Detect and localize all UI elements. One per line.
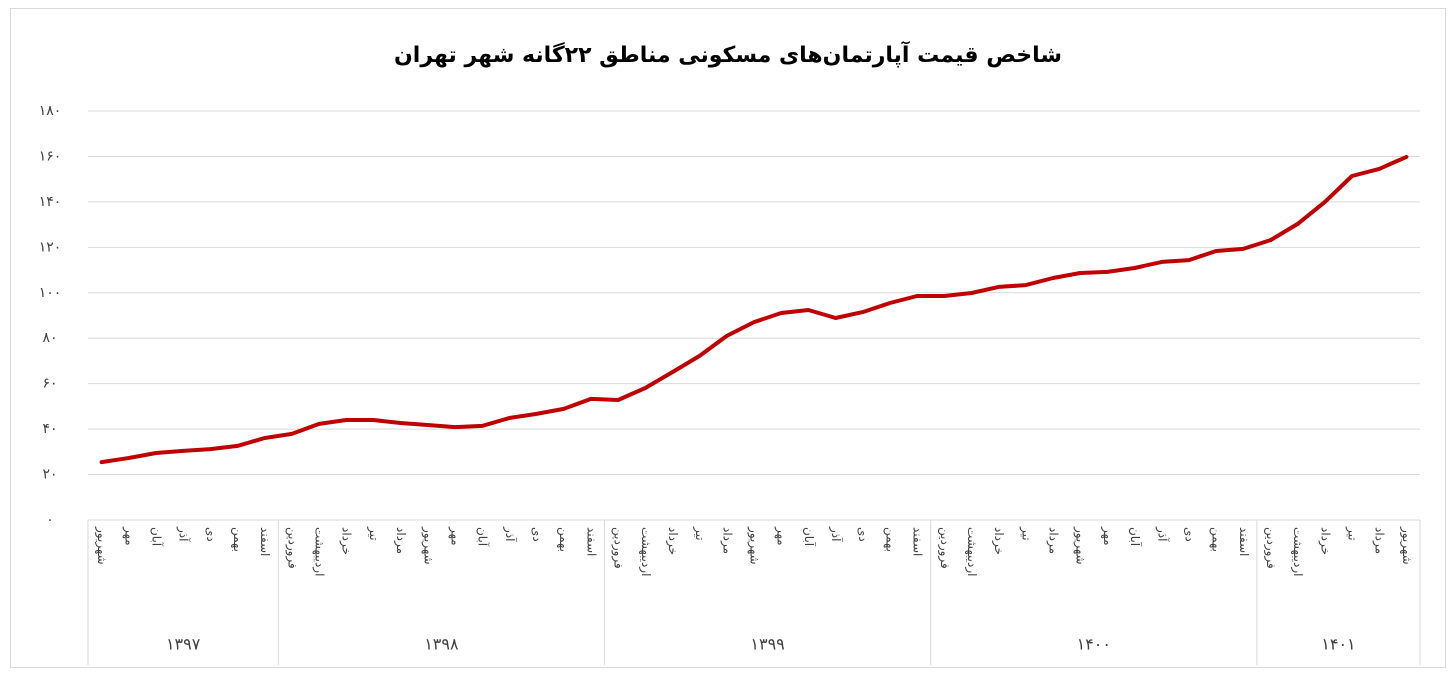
x-tick-label: اردیبهشت [638, 527, 653, 576]
y-tick-label: ۸۰ [42, 330, 57, 346]
y-tick-label: ۴۰ [42, 421, 57, 437]
x-tick-label: مرداد [1046, 527, 1061, 554]
group-label: ۱۳۹۹ [750, 635, 784, 654]
x-tick-label: مرداد [393, 527, 408, 554]
x-tick-label: دی [1182, 527, 1196, 542]
x-tick-label: تیر [1018, 526, 1033, 541]
x-tick-label: مرداد [1372, 527, 1387, 554]
x-tick-label: آبان [476, 527, 491, 547]
group-label: ۱۴۰۱ [1321, 635, 1355, 654]
x-tick-label: اسفند [258, 527, 272, 556]
x-tick-label: اردیبهشت [964, 527, 979, 576]
x-tick-label: مهر [774, 526, 789, 546]
x-tick-label: خرداد [991, 527, 1006, 555]
x-tick-label: دی [856, 527, 870, 542]
y-tick-label: ۱۸۰ [39, 103, 62, 119]
x-tick-label: مهر [1100, 526, 1115, 546]
x-tick-label: خرداد [665, 527, 680, 555]
x-tick-label: اسفند [584, 527, 598, 556]
x-tick-label: مهر [121, 526, 136, 546]
y-tick-label: ۰ [46, 512, 54, 528]
y-tick-label: ۱۲۰ [39, 239, 62, 255]
x-tick-label: شهریور [1399, 526, 1414, 565]
y-tick-label: ۱۰۰ [39, 285, 62, 301]
x-tick-label: شهریور [420, 526, 435, 565]
x-tick-label: آبان [149, 527, 164, 547]
x-tick-label: اسفند [911, 527, 925, 556]
x-tick-label: فروردین [1263, 527, 1278, 569]
x-tick-label: دی [530, 527, 544, 542]
x-tick-label: بهمن [556, 527, 571, 552]
x-tick-label: مرداد [719, 527, 734, 554]
x-tick-label: آذر [828, 526, 844, 542]
x-tick-label: خرداد [1317, 527, 1332, 555]
x-tick-label: بهمن [882, 527, 897, 552]
x-tick-label: بهمن [230, 527, 245, 552]
line-series [99, 154, 1409, 465]
x-tick-label: اسفند [1237, 527, 1251, 556]
x-tick-label: تیر [692, 526, 707, 541]
x-tick-label: آذر [176, 526, 192, 542]
group-label: ۱۴۰۰ [1077, 635, 1111, 654]
x-tick-label: شهریور [1073, 526, 1088, 565]
y-tick-label: ۱۴۰ [39, 194, 62, 210]
group-label: ۱۳۹۷ [166, 635, 201, 654]
group-label: ۱۳۹۸ [424, 635, 459, 654]
x-tick-label: فروردین [611, 527, 626, 569]
x-tick-label: تیر [366, 526, 381, 541]
x-tick-label: شهریور [94, 526, 109, 565]
x-tick-label: فروردین [937, 527, 952, 569]
x-tick-label: شهریور [747, 526, 762, 565]
x-tick-label: اردیبهشت [312, 527, 327, 576]
y-tick-label: ۶۰ [42, 376, 57, 392]
x-tick-label: تیر [1345, 526, 1360, 541]
x-tick-label: فروردین [284, 527, 299, 569]
x-tick-label: آذر [502, 526, 518, 542]
x-tick-label: آذر [1154, 526, 1170, 542]
y-tick-label: ۱۶۰ [39, 148, 62, 164]
x-tick-label: آبان [1128, 527, 1143, 547]
x-tick-label: خرداد [339, 527, 354, 555]
y-tick-label: ۲۰ [42, 467, 57, 483]
x-tick-label: اردیبهشت [1290, 527, 1305, 576]
x-tick-label: بهمن [1209, 527, 1224, 552]
x-tick-label: مهر [447, 526, 462, 546]
chart-title: شاخص قیمت آپارتمان‌های مسکونی مناطق ۲۲گا… [394, 40, 1062, 68]
x-tick-label: آبان [802, 527, 817, 547]
x-tick-label: دی [204, 527, 218, 542]
